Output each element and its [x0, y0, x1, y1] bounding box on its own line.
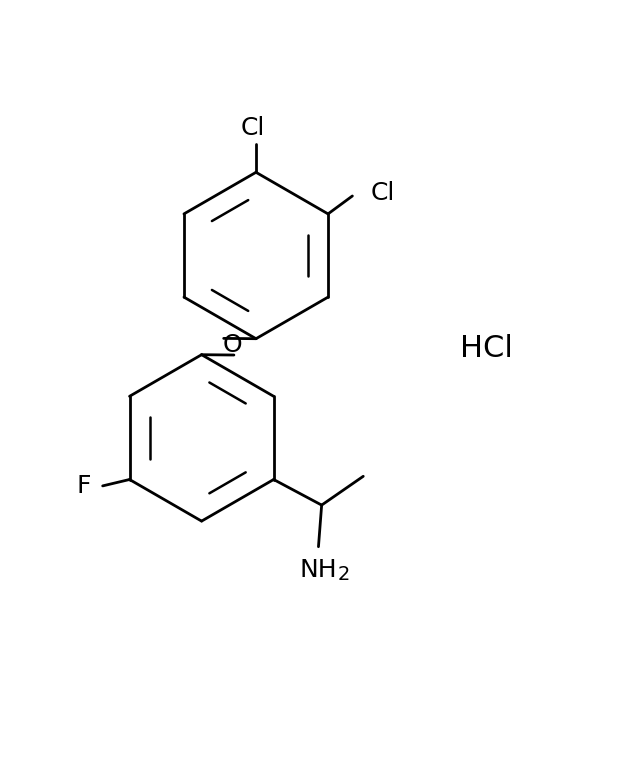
- Text: NH: NH: [300, 558, 337, 582]
- Text: O: O: [222, 334, 242, 357]
- Text: Cl: Cl: [371, 181, 395, 205]
- Text: Cl: Cl: [241, 117, 265, 140]
- Text: F: F: [77, 474, 91, 498]
- Text: HCl: HCl: [460, 334, 513, 363]
- Text: 2: 2: [338, 565, 350, 584]
